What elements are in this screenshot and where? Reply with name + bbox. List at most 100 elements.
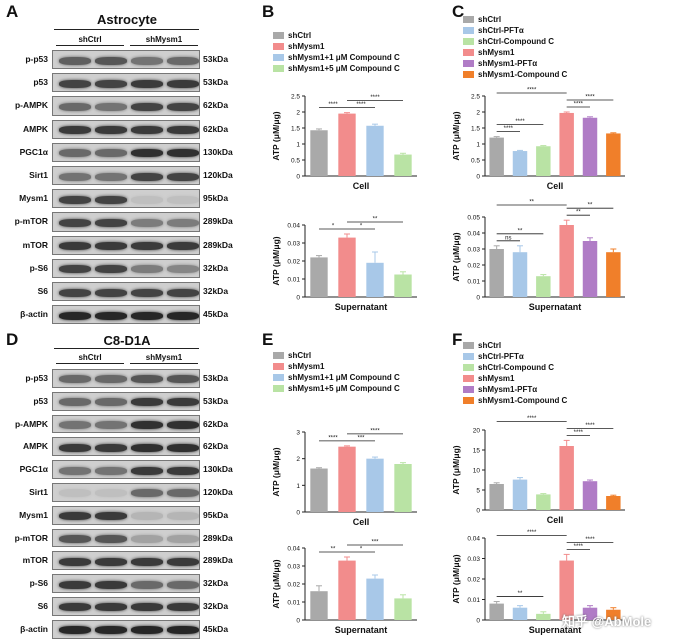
bar xyxy=(366,458,384,512)
significance-label: **** xyxy=(574,544,584,550)
wb-band xyxy=(167,375,199,384)
legend-label: shMysm1+1 μM Compound C xyxy=(288,373,400,382)
legend-label: shCtrl xyxy=(288,351,312,360)
y-axis-label: ATP (μM/μg) xyxy=(271,559,281,608)
significance-label: **** xyxy=(574,430,584,436)
wb-band xyxy=(131,265,163,274)
significance-label: **** xyxy=(527,88,537,94)
significance-label: **** xyxy=(574,102,584,108)
wb-band xyxy=(95,242,127,251)
wb-band xyxy=(59,172,91,181)
wb-band xyxy=(167,195,199,204)
wb-group-line xyxy=(130,45,198,46)
wb-band xyxy=(95,149,127,158)
wb-row-label: Sirt1 xyxy=(29,170,48,180)
legend-label: shMysm1+1 μM Compound C xyxy=(288,53,400,62)
wb-band xyxy=(131,420,163,429)
wb-band xyxy=(59,375,91,384)
bar xyxy=(366,578,384,620)
y-tick-label: 0.02 xyxy=(287,582,300,589)
y-tick-label: 10 xyxy=(473,468,481,475)
wb-blot-strip xyxy=(52,235,200,255)
legend-swatch xyxy=(463,386,474,393)
legend-swatch xyxy=(273,54,284,61)
wb-row-label: p-p53 xyxy=(25,373,48,383)
significance-label: **** xyxy=(504,126,514,132)
wb-band xyxy=(59,534,91,543)
legend-item: shCtrl xyxy=(463,340,567,351)
significance-label: ** xyxy=(331,547,336,553)
legend-label: shCtrl xyxy=(478,341,502,350)
bar xyxy=(512,252,528,297)
bar xyxy=(512,479,528,510)
wb-blot-strip xyxy=(52,574,200,593)
legend-swatch xyxy=(463,375,474,382)
y-tick-label: 1.5 xyxy=(291,126,300,133)
y-tick-label: 0.01 xyxy=(287,277,300,284)
y-tick-label: 0 xyxy=(476,618,480,625)
significance-label: **** xyxy=(515,119,525,125)
y-tick-label: 0.02 xyxy=(467,263,480,270)
legend-swatch xyxy=(463,60,474,67)
significance-label: **** xyxy=(585,423,595,429)
legend-label: shMysm1-PFTα xyxy=(478,385,538,394)
wb-band xyxy=(131,311,163,320)
wb-band xyxy=(167,149,199,158)
legend-label: shCtrl-Compound C xyxy=(478,363,554,372)
y-axis-label: ATP (μM/μg) xyxy=(451,445,461,494)
bar xyxy=(512,151,528,176)
bar xyxy=(606,252,621,297)
wb-row-label: PGC1α xyxy=(19,464,48,475)
significance-label: **** xyxy=(328,102,338,108)
wb-band xyxy=(131,102,163,111)
y-tick-label: 0.01 xyxy=(467,597,480,604)
bar xyxy=(338,237,356,297)
wb-band xyxy=(95,311,127,320)
y-axis-label: ATP (μM/μg) xyxy=(271,111,281,160)
y-axis-label: ATP (μM/μg) xyxy=(271,447,281,496)
wb-band xyxy=(167,56,199,65)
wb-group-shctrl: shCtrl xyxy=(78,353,102,362)
legend-label: shMysm1-Compound C xyxy=(478,70,568,79)
wb-band xyxy=(95,626,127,635)
y-tick-label: 0.04 xyxy=(467,231,480,238)
significance-label: * xyxy=(360,224,363,230)
wb-kda-label: 45kDa xyxy=(203,623,229,634)
significance-label: ** xyxy=(576,210,581,216)
wb-band xyxy=(59,218,91,227)
y-tick-label: 1 xyxy=(296,483,300,490)
wb-row-label: p-AMPK xyxy=(14,100,48,111)
wb-band xyxy=(167,126,199,135)
wb-band xyxy=(59,288,91,297)
wb-band xyxy=(59,102,91,111)
wb-band xyxy=(167,420,199,429)
y-tick-label: 0.05 xyxy=(467,215,480,222)
wb-blot-strip xyxy=(52,551,200,571)
legend-item: shMysm1+1 μM Compound C xyxy=(273,52,400,63)
legend-label: shMysm1 xyxy=(478,374,515,383)
bar xyxy=(512,607,528,620)
bar xyxy=(536,613,551,620)
legend-item: shMysm1-Compound C xyxy=(463,395,567,406)
y-tick-label: 2 xyxy=(296,110,300,117)
wb-row-label: p-AMPK xyxy=(14,418,48,429)
wb-kda-label: 130kDa xyxy=(203,146,233,157)
wb-row-label: S6 xyxy=(37,601,48,611)
wb-kda-label: 62kDa xyxy=(203,418,229,429)
wb-blot-strip xyxy=(52,166,200,186)
wb-kda-label: 53kDa xyxy=(203,54,229,64)
y-tick-label: 0.02 xyxy=(287,259,300,266)
wb-band xyxy=(167,534,199,543)
wb-kda-label: 120kDa xyxy=(203,170,233,180)
wb-kda-label: 62kDa xyxy=(203,100,229,111)
wb-kda-label: 289kDa xyxy=(203,532,233,543)
legend-item: shMysm1 xyxy=(273,41,400,52)
significance-label: ** xyxy=(529,200,534,206)
legend-label: shMysm1 xyxy=(288,42,325,51)
bar xyxy=(582,481,598,510)
legend-label: shCtrl-Compound C xyxy=(478,37,554,46)
y-axis-label: ATP (μM/μg) xyxy=(451,111,461,160)
wb-band xyxy=(131,79,163,88)
significance-label: **** xyxy=(370,428,380,434)
legend-item: shCtrl-PFTα xyxy=(463,351,567,362)
